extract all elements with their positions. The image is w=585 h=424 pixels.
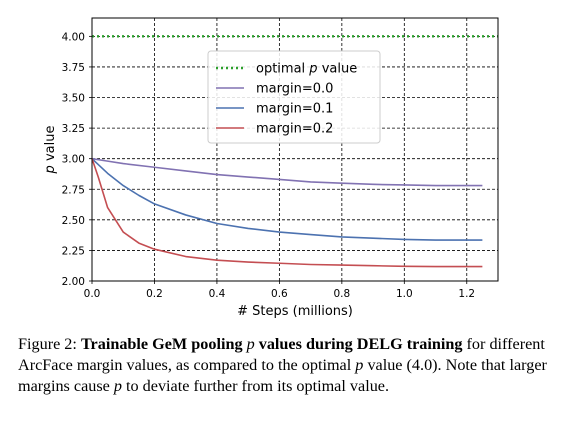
- x-axis-label: # Steps (millions): [237, 304, 353, 319]
- y-axis-label: p value: [43, 126, 58, 175]
- series-line-margin-0-0: [91, 157, 483, 187]
- y-tick-label: 3.50: [62, 93, 85, 105]
- x-tick-label: 0.6: [271, 288, 288, 300]
- legend-label-margin-0-0: margin=0.0: [256, 82, 333, 97]
- y-tick-label: 2.50: [62, 215, 85, 227]
- axis-ticks: 0.0 0.2 0.4 0.6 0.8 1.0 1.2 2.00 2.25 2.50 2.75 3.0…: [62, 31, 476, 300]
- y-axis-label-rest: value: [43, 126, 58, 166]
- legend: optimal p value margin=0.0 margin=0.1 margi…: [207, 50, 381, 144]
- series-lines: [91, 35, 498, 268]
- caption-text-2: value (4.0). Note that larger margins ca…: [18, 356, 547, 395]
- y-axis-label-italic: p: [43, 165, 58, 174]
- caption-italic-p-2: p: [355, 356, 364, 374]
- legend-label-margin-0-1: margin=0.1: [256, 102, 333, 117]
- y-tick-label: 3.75: [62, 62, 85, 74]
- legend-label-margin-0-2: margin=0.2: [256, 122, 333, 137]
- caption-prefix: Figure 2:: [18, 335, 81, 353]
- caption-text-3: to deviate further from its optimal valu…: [122, 377, 390, 395]
- y-tick-label: 3.25: [62, 123, 85, 135]
- y-tick-label: 2.00: [62, 276, 85, 288]
- series-line-margin-0-2: [91, 158, 483, 268]
- x-tick-label: 1.2: [458, 288, 475, 300]
- caption-bold-2: values during DELG training: [254, 335, 463, 353]
- line-chart: 0.0 0.2 0.4 0.6 0.8 1.0 1.2 2.00 2.25 2.50 2.75 3.0…: [43, 17, 499, 319]
- x-tick-label: 0.8: [333, 288, 350, 300]
- x-tick-label: 0.2: [146, 288, 163, 300]
- legend-box: [207, 50, 381, 144]
- y-tick-label: 2.75: [62, 184, 85, 196]
- y-tick-label: 3.00: [62, 154, 85, 166]
- caption-italic-p-3: p: [113, 377, 122, 395]
- x-tick-label: 0.4: [209, 288, 226, 300]
- y-tick-label: 2.25: [62, 245, 85, 257]
- plot-frame: [91, 17, 499, 282]
- caption-text-1: for different ArcFace margin values, as …: [18, 335, 545, 374]
- y-tick-label: 4.00: [62, 31, 85, 43]
- caption-bold-1: Trainable GeM pooling: [80, 335, 247, 353]
- caption-italic-p-1: p: [246, 335, 255, 353]
- figure-caption: Figure 2: Trainable GeM pooling p values…: [18, 334, 573, 397]
- x-tick-label: 1.0: [396, 288, 413, 300]
- x-tick-label: 0.0: [84, 288, 101, 300]
- legend-label-optimal-p-value: optimal p value: [256, 62, 357, 77]
- series-line-margin-0-1: [91, 158, 483, 241]
